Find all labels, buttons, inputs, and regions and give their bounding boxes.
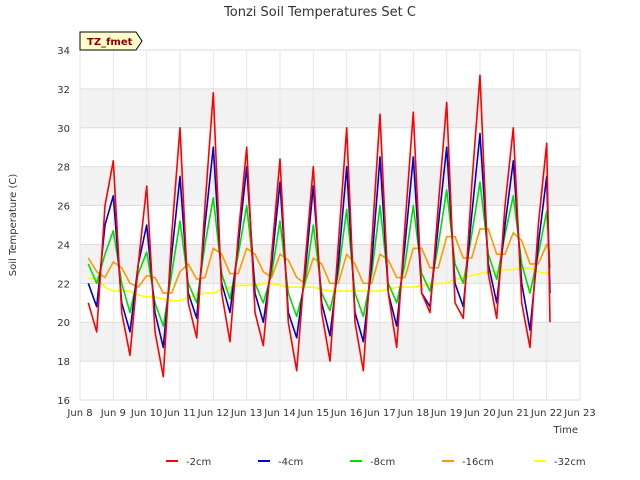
legend-label: -4cm bbox=[278, 457, 303, 468]
series-line-16cmcm bbox=[87, 228, 551, 294]
legend-label: -32cm bbox=[554, 457, 586, 468]
x-tick-label: Jun 18 bbox=[397, 408, 430, 419]
x-axis-label: Time bbox=[553, 425, 578, 436]
x-tick-label: Jun 14 bbox=[263, 408, 296, 419]
series-lines bbox=[87, 74, 551, 378]
x-tick-label: Jun 8 bbox=[66, 408, 92, 419]
x-tick-label: Jun 17 bbox=[363, 408, 396, 419]
grid-lines bbox=[79, 49, 581, 401]
y-tick-labels: 16 18 20 22 24 26 28 30 32 34 bbox=[57, 46, 70, 407]
grid-band bbox=[80, 88, 580, 128]
legend: -2cm -4cm -8cm -16cm -32cm bbox=[166, 457, 586, 468]
grid-bands bbox=[80, 88, 580, 362]
x-tick-label: Jun 21 bbox=[497, 408, 530, 419]
x-tick-label: Jun 11 bbox=[163, 408, 196, 419]
x-tick-label: Jun 10 bbox=[130, 408, 163, 419]
x-tick-label: Jun 22 bbox=[530, 408, 563, 419]
x-tick-label: Jun 12 bbox=[197, 408, 230, 419]
y-tick-label: 22 bbox=[57, 279, 70, 290]
x-tick-label: Jun 9 bbox=[100, 408, 126, 419]
x-tick-label: Jun 23 bbox=[563, 408, 596, 419]
x-tick-label: Jun 20 bbox=[463, 408, 496, 419]
y-tick-label: 32 bbox=[57, 85, 70, 96]
y-tick-label: 28 bbox=[57, 163, 70, 174]
grid-band bbox=[80, 166, 580, 206]
series-line-2cmcm bbox=[87, 74, 551, 378]
y-tick-label: 30 bbox=[57, 124, 70, 135]
y-tick-label: 20 bbox=[57, 318, 70, 329]
y-tick-label: 18 bbox=[57, 357, 70, 368]
badge-label: TZ_fmet bbox=[87, 37, 133, 48]
y-tick-label: 26 bbox=[57, 202, 70, 213]
chart-title: Tonzi Soil Temperatures Set C bbox=[223, 5, 416, 20]
badge-box bbox=[79, 31, 143, 51]
station-badge: TZ_fmet bbox=[79, 31, 143, 51]
legend-label: -8cm bbox=[370, 457, 395, 468]
legend-label: -16cm bbox=[462, 457, 494, 468]
y-tick-label: 34 bbox=[57, 46, 70, 57]
x-tick-label: Jun 19 bbox=[430, 408, 463, 419]
legend-label: -2cm bbox=[186, 457, 211, 468]
y-axis-label: Soil Temperature (C) bbox=[8, 174, 19, 277]
x-tick-label: Jun 16 bbox=[330, 408, 363, 419]
y-tick-label: 24 bbox=[57, 240, 70, 251]
x-tick-label: Jun 15 bbox=[297, 408, 330, 419]
y-tick-label: 16 bbox=[57, 396, 70, 407]
x-tick-labels: Jun 8 Jun 9 Jun 10 Jun 11 Jun 12 Jun 13 Jun 14… bbox=[66, 408, 595, 419]
x-tick-label: Jun 13 bbox=[230, 408, 263, 419]
